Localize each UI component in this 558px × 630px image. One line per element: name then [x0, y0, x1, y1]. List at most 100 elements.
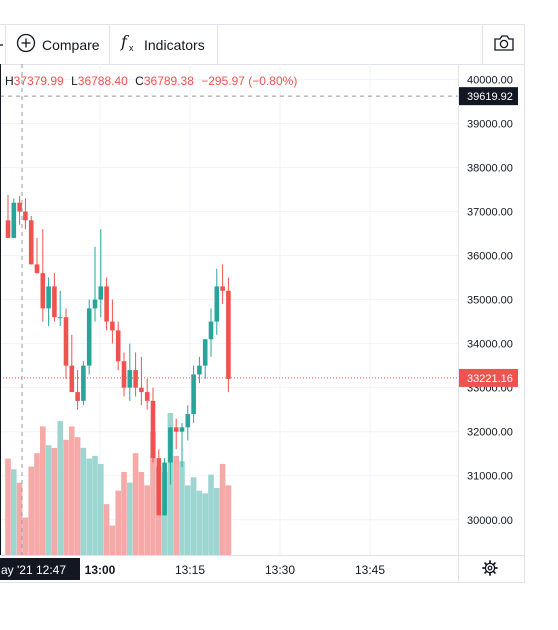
candle-body: [168, 427, 173, 463]
candle: [81, 361, 86, 406]
svg-text:f: f: [120, 32, 130, 51]
candle-body: [110, 321, 115, 331]
candle: [208, 308, 214, 357]
time-tick-label: 13:00: [85, 563, 116, 577]
candle-body: [115, 330, 121, 362]
candle: [191, 365, 196, 423]
legend-l-key: L: [71, 74, 78, 88]
volume-bar: [45, 445, 52, 555]
candle-body: [98, 286, 104, 300]
indicators-label: Indicators: [144, 36, 205, 53]
volume-bar: [34, 453, 40, 555]
candlesticks: [5, 194, 231, 516]
candle-body: [86, 308, 92, 366]
candle: [185, 405, 191, 441]
candle: [75, 370, 80, 410]
price-tick-label: 30000.00: [467, 515, 513, 527]
volume-bar: [138, 471, 145, 555]
candle: [115, 321, 121, 371]
left-edge-icon: [0, 25, 4, 64]
candle: [17, 196, 22, 225]
candle: [127, 343, 133, 401]
candle-body: [63, 317, 69, 366]
candle: [40, 229, 46, 322]
volume-bar: [179, 461, 185, 555]
candle: [168, 427, 173, 485]
candle: [34, 237, 40, 274]
time-axis: 13:00 13:15 13:30 13:45: [85, 563, 386, 577]
price-tick-label: 31000.00: [467, 471, 513, 483]
crosshair-time-label: ay '21 12:47: [0, 558, 80, 580]
volume-bar: [144, 485, 150, 555]
candle-body: [104, 286, 109, 322]
candle-body: [202, 339, 208, 366]
volume-bar: [214, 488, 220, 555]
volume-bar: [225, 485, 232, 555]
candle: [150, 387, 156, 463]
volume-bar: [51, 447, 58, 555]
candle: [52, 273, 57, 322]
candle: [5, 194, 11, 238]
candle: [121, 352, 127, 397]
candle: [173, 418, 179, 450]
candle: [220, 264, 225, 304]
price-tick-label: 40000.00: [467, 74, 513, 86]
candle-body: [220, 286, 225, 291]
candle: [11, 198, 17, 238]
volume-bars: [5, 413, 232, 555]
compare-label: Compare: [42, 36, 100, 53]
candle-body: [40, 273, 46, 309]
compare-button[interactable]: Compare: [16, 25, 100, 64]
candle-body: [121, 361, 127, 388]
candle-body: [214, 286, 220, 322]
volume-bar: [22, 517, 29, 555]
candle: [156, 449, 162, 516]
gear-icon[interactable]: [482, 560, 498, 576]
candle-body: [208, 321, 214, 340]
volume-bar: [98, 463, 104, 555]
volume-bar: [11, 469, 17, 555]
price-tick-label: 32000.00: [467, 427, 513, 439]
candle: [179, 422, 185, 467]
candle-body: [133, 370, 138, 388]
candle-body: [81, 365, 86, 401]
svg-text:ay '21 12:47: ay '21 12:47: [1, 563, 66, 577]
price-tick-label: 39000.00: [467, 118, 513, 130]
candle-body: [92, 299, 98, 309]
volume-bar: [80, 447, 87, 555]
camera-icon: [493, 34, 515, 55]
candle-body: [17, 202, 22, 212]
candle-body: [179, 427, 185, 432]
candle-body: [69, 365, 75, 393]
svg-text:x: x: [129, 43, 134, 53]
time-tick-label: 13:15: [175, 563, 205, 577]
candle-body: [185, 414, 191, 428]
candle-body: [162, 462, 167, 516]
legend-l-value: 36788.40: [78, 74, 128, 88]
plus-circle-icon: [16, 33, 36, 56]
volume-bar: [40, 426, 46, 555]
time-tick-label: 13:30: [265, 563, 295, 577]
volume-bar: [132, 453, 139, 555]
volume-bar: [173, 455, 179, 555]
candle: [63, 308, 69, 379]
candle-body: [11, 202, 17, 238]
candle: [86, 299, 92, 375]
volume-bar: [190, 477, 197, 555]
volume-bar: [208, 474, 214, 555]
candle-body: [197, 365, 202, 375]
candle: [98, 229, 104, 318]
volume-bar: [74, 437, 81, 555]
candle: [110, 299, 115, 344]
candle: [133, 352, 138, 397]
volume-bar: [109, 525, 116, 555]
volume-bar: [202, 493, 208, 555]
volume-bar: [103, 504, 110, 555]
volume-bar: [28, 466, 34, 555]
last-price-label: 33221.16: [459, 368, 518, 387]
candle: [162, 458, 167, 516]
screenshot-button[interactable]: [493, 25, 515, 64]
candle-body: [57, 317, 63, 319]
